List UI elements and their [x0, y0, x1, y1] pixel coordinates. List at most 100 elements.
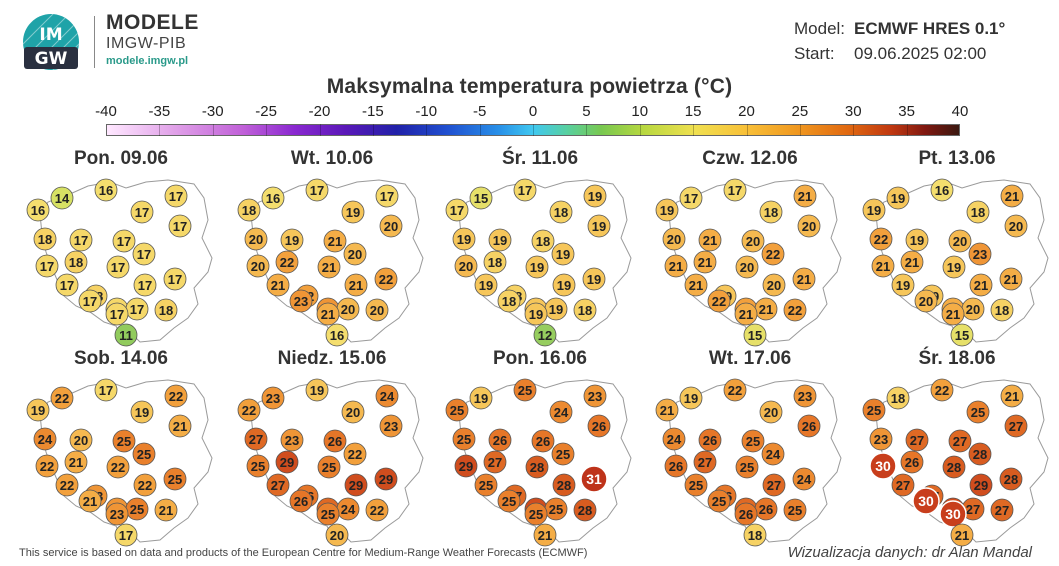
temperature-circle — [948, 429, 972, 453]
city-temperature-marker: 16 — [930, 178, 954, 202]
temperature-value: 21 — [159, 503, 173, 518]
city-temperature-marker: 18 — [549, 200, 573, 224]
brand-block: MODELE IMGW-PIB modele.imgw.pl — [106, 12, 199, 68]
city-temperature-marker: 27 — [483, 450, 507, 474]
temperature-circle — [871, 254, 895, 278]
temperature-value: 18 — [971, 205, 985, 220]
city-temperature-marker: 27 — [693, 450, 717, 474]
city-temperature-marker: 21 — [734, 302, 758, 326]
temperature-value: 21 — [173, 419, 187, 434]
city-temperature-marker: 22 — [723, 378, 747, 402]
temperature-circle — [655, 198, 679, 222]
city-temperature-marker: 18 — [759, 200, 783, 224]
temperature-circle — [488, 428, 512, 452]
city-temperature-marker: 27 — [891, 473, 915, 497]
temperature-value: 17 — [450, 203, 464, 218]
temperature-circle — [900, 450, 924, 474]
temperature-circle — [469, 186, 493, 210]
scale-tick — [799, 124, 801, 136]
temperature-value: 27 — [488, 455, 502, 470]
temperature-value: 23 — [294, 294, 308, 309]
city-temperature-marker: 19 — [891, 273, 915, 297]
city-temperature-marker: 22 — [275, 250, 299, 274]
temperature-circle — [488, 228, 512, 252]
poland-map: 1922232120262426252627252425262724252726… — [655, 378, 842, 547]
city-temperature-marker: 22 — [35, 454, 59, 478]
city-temperature-marker: 19 — [474, 273, 498, 297]
city-temperature-marker: 18 — [154, 298, 178, 322]
scale-tick — [372, 124, 374, 136]
temperature-circle — [762, 273, 786, 297]
temperature-value: 31 — [586, 471, 602, 487]
temperature-value: 15 — [474, 191, 488, 206]
brand-url-link[interactable]: modele.imgw.pl — [106, 55, 189, 67]
temperature-value: 29 — [974, 478, 988, 493]
city-temperature-marker: 17 — [163, 267, 187, 291]
temperature-value: 22 — [935, 383, 949, 398]
city-temperature-marker: 20 — [797, 214, 821, 238]
temperature-value: 21 — [689, 278, 703, 293]
city-temperature-marker: 17 — [305, 178, 329, 202]
panel-date: Wt. 10.06 — [290, 148, 374, 169]
city-temperature-marker: 17 — [78, 289, 102, 313]
city-temperature-marker: 22 — [374, 267, 398, 291]
poland-map: 1617171819202019212022212021222122232320… — [237, 178, 424, 347]
page-title: Maksymalna temperatura powietrza (°C) — [326, 75, 733, 98]
city-temperature-marker: 19 — [905, 228, 929, 252]
temperature-value: 24 — [38, 432, 53, 447]
temperature-value: 16 — [935, 183, 949, 198]
city-temperature-marker: 26 — [698, 428, 722, 452]
city-temperature-marker: 21 — [664, 254, 688, 278]
city-temperature-marker: 18 — [966, 200, 990, 224]
temperature-value: 26 — [739, 507, 753, 522]
temperature-value: 21 — [322, 260, 336, 275]
city-temperature-marker: 19 — [26, 398, 50, 422]
temperature-value: 24 — [554, 405, 569, 420]
temperature-value: 21 — [797, 272, 811, 287]
poland-map: 2217221919212420252221222522232225212325… — [26, 378, 213, 547]
city-temperature-marker: 21 — [533, 523, 557, 547]
temperature-circle — [33, 427, 57, 451]
temperature-circle — [862, 398, 886, 422]
city-temperature-marker: 29 — [454, 454, 478, 478]
temperature-circle — [379, 214, 403, 238]
temperature-circle — [939, 500, 967, 528]
temperature-circle — [132, 242, 156, 266]
temperature-value: 18 — [764, 205, 778, 220]
city-temperature-marker: 20 — [69, 428, 93, 452]
temperature-value: 19 — [530, 260, 544, 275]
temperature-value: 20 — [767, 278, 781, 293]
temperature-circle — [164, 384, 188, 408]
panel-date: Niedz. 15.06 — [277, 348, 387, 369]
panel-date: Sob. 14.06 — [74, 348, 168, 369]
temperature-circle — [783, 498, 807, 522]
scale-tick — [906, 124, 908, 136]
temperature-value: 23 — [384, 419, 398, 434]
city-temperature-marker: 17 — [106, 255, 130, 279]
temperature-circle — [1004, 414, 1028, 438]
temperature-circle — [289, 289, 313, 313]
temperature-value: 17 — [110, 307, 124, 322]
temperature-circle — [869, 427, 893, 451]
city-temperature-marker: 16 — [261, 186, 285, 210]
city-temperature-marker: 19 — [582, 267, 606, 291]
city-temperature-marker: 28 — [573, 498, 597, 522]
credit-note: Wizualizacja danych: dr Alan Mandal — [787, 544, 1032, 561]
city-temperature-marker: 18 — [573, 298, 597, 322]
temperature-circle — [154, 498, 178, 522]
city-temperature-marker: 20 — [1004, 214, 1028, 238]
temperature-value: 27 — [910, 433, 924, 448]
temperature-value: 21 — [703, 233, 717, 248]
temperature-value: 20 — [953, 234, 967, 249]
city-temperature-marker: 25 — [445, 398, 469, 422]
temperature-value: 23 — [874, 432, 888, 447]
temperature-circle — [531, 429, 555, 453]
temperature-value: 19 — [588, 189, 602, 204]
city-temperature-marker: 28 — [525, 455, 549, 479]
city-temperature-marker: 15 — [469, 186, 493, 210]
temperature-circle — [551, 442, 575, 466]
temperature-value: 20 — [746, 234, 760, 249]
temperature-value: 25 — [457, 432, 471, 447]
temperature-circle — [734, 302, 758, 326]
city-temperature-marker: 25 — [125, 497, 149, 521]
